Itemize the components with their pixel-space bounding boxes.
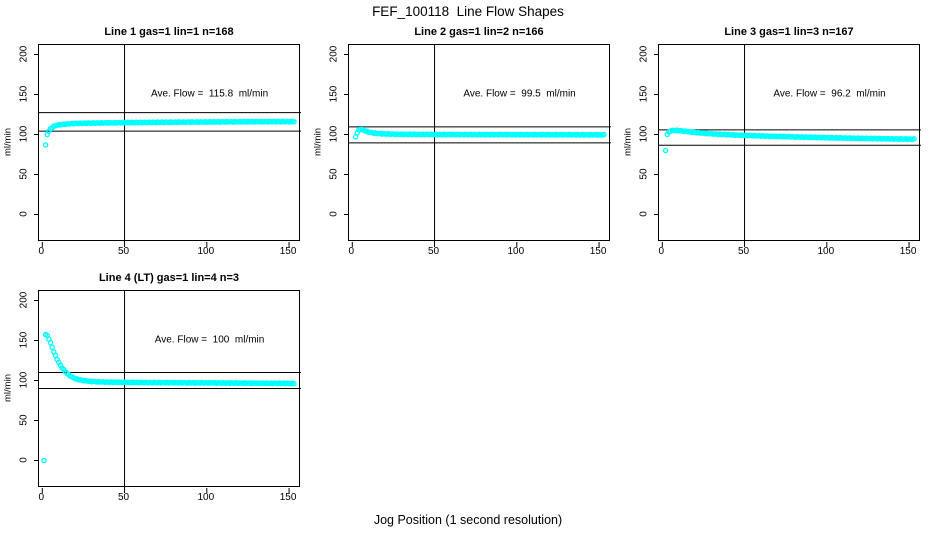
y-tick-label: 150: [328, 85, 340, 102]
x-tick-label: 50: [117, 492, 130, 503]
axis-ticks: [654, 54, 910, 247]
avg-flow-annotation: Ave. Flow = 100 ml/min: [154, 334, 265, 346]
y-tick-label: 200: [18, 291, 30, 308]
data-points: [352, 126, 607, 140]
y-tick-label: 0: [638, 210, 650, 217]
plot-canvas: [654, 45, 921, 247]
y-tick-label: 100: [638, 125, 650, 142]
x-tick-label: 0: [38, 246, 45, 257]
y-tick-label: 100: [18, 125, 30, 142]
x-tick-label: 100: [507, 246, 525, 257]
x-tick-label: 50: [737, 246, 750, 257]
y-tick-label: 200: [328, 45, 340, 62]
panel-line-4: Line 4 (LT) gas=1 lin=4 n=3 Ave. Flow = …: [3, 272, 301, 503]
x-tick-label: 50: [117, 246, 130, 257]
y-tick-label: 200: [638, 45, 650, 62]
y-tick-label: 50: [638, 167, 650, 180]
x-tick-label: 0: [658, 246, 665, 257]
y-tick-label: 50: [328, 167, 340, 180]
x-tick-label: 100: [817, 246, 835, 257]
y-tick-label: 150: [638, 85, 650, 102]
panel-line-2: Line 2 gas=1 lin=2 n=166 Ave. Flow = 99.…: [313, 26, 611, 257]
plot-area: Ave. Flow = 96.2 ml/min: [654, 44, 921, 247]
x-tick-label: 0: [38, 492, 45, 503]
plot-area: Ave. Flow = 115.8 ml/min: [34, 44, 301, 247]
panel-title: Line 4 (LT) gas=1 lin=4 n=3: [98, 272, 240, 284]
avg-flow-annotation: Ave. Flow = 96.2 ml/min: [773, 88, 886, 100]
y-tick-label: 50: [18, 413, 30, 426]
axis-ticks: [34, 300, 290, 493]
x-tick-label: 150: [899, 246, 917, 257]
x-tick-label: 150: [589, 246, 607, 257]
avg-flow-annotation: Ave. Flow = 115.8 ml/min: [150, 88, 269, 100]
data-points: [41, 331, 297, 464]
axis-ticks: [34, 54, 290, 247]
x-axis-label: Jog Position (1 second resolution): [373, 513, 563, 527]
panel-title: Line 3 gas=1 lin=3 n=167: [724, 26, 854, 38]
avg-flow-annotation: Ave. Flow = 99.5 ml/min: [463, 88, 576, 100]
y-tick-label: 150: [18, 85, 30, 102]
y-axis-label: ml/min: [2, 128, 14, 156]
data-points: [42, 118, 297, 148]
y-axis-label: ml/min: [2, 374, 14, 402]
plot-area: Ave. Flow = 100 ml/min: [34, 290, 301, 493]
y-tick-label: 0: [18, 456, 30, 463]
y-tick-label: 50: [18, 167, 30, 180]
plot-canvas: [34, 45, 301, 247]
y-axis-label: ml/min: [312, 128, 324, 156]
y-tick-label: 200: [18, 45, 30, 62]
plot-canvas: [344, 45, 611, 247]
y-tick-label: 0: [328, 210, 340, 217]
y-tick-label: 100: [18, 371, 30, 388]
panel-title: Line 1 gas=1 lin=1 n=168: [104, 26, 234, 38]
panel-line-3: Line 3 gas=1 lin=3 n=167 Ave. Flow = 96.…: [623, 26, 921, 257]
y-tick-label: 0: [18, 210, 30, 217]
y-tick-label: 100: [328, 125, 340, 142]
x-tick-label: 0: [348, 246, 355, 257]
x-tick-label: 150: [279, 492, 297, 503]
plot-area: Ave. Flow = 99.5 ml/min: [344, 44, 611, 247]
x-tick-label: 100: [197, 246, 215, 257]
panel-line-1: Line 1 gas=1 lin=1 n=168 Ave. Flow = 115…: [3, 26, 301, 257]
x-tick-label: 100: [197, 492, 215, 503]
panel-title: Line 2 gas=1 lin=2 n=166: [414, 26, 544, 38]
plot-canvas: [34, 291, 301, 493]
y-axis-label: ml/min: [622, 128, 634, 156]
x-tick-label: 50: [427, 246, 440, 257]
y-tick-label: 150: [18, 331, 30, 348]
axis-ticks: [344, 54, 600, 247]
x-tick-label: 150: [279, 246, 297, 257]
chart-title: FEF_100118 Line Flow Shapes: [372, 4, 564, 19]
data-points: [662, 127, 917, 154]
